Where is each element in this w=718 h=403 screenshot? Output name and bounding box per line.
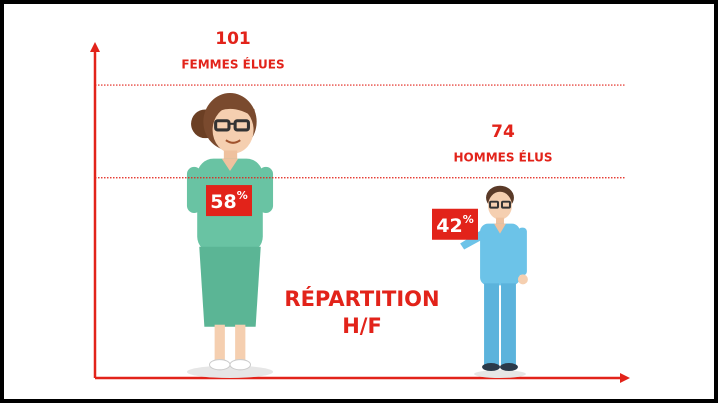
category-label: FEMMES ÉLUES [181, 57, 284, 72]
page: RÉPARTITIONH/F 101FEMMES ÉLUES58%74HOMME… [0, 0, 718, 403]
category-label: HOMMES ÉLUS [454, 149, 553, 164]
frame [2, 2, 716, 401]
value-label: 101 [215, 29, 251, 49]
chart: RÉPARTITIONH/F 101FEMMES ÉLUES58%74HOMME… [0, 0, 718, 403]
value-label: 74 [491, 122, 515, 142]
